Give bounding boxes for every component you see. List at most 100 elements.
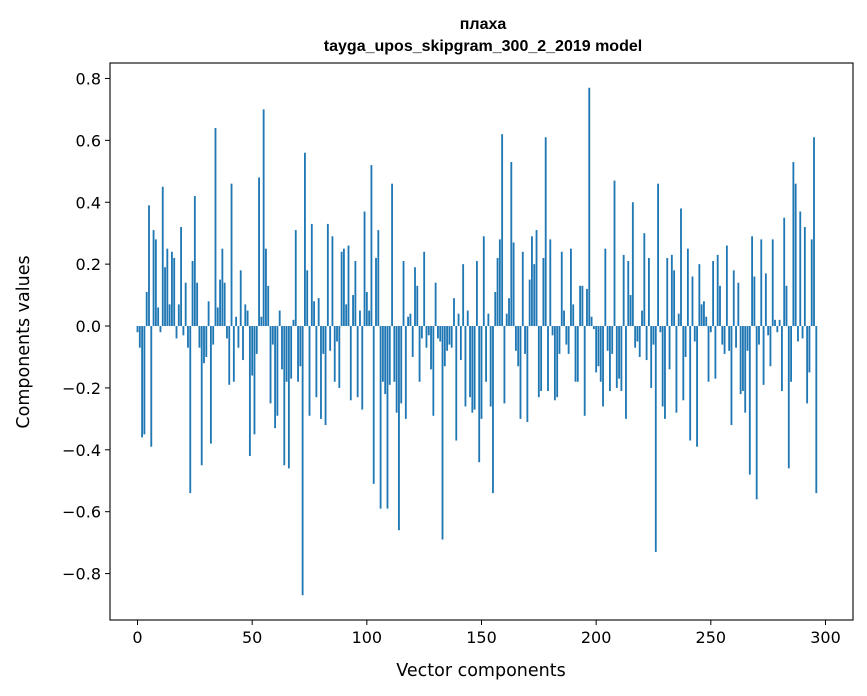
bar-6 (150, 326, 153, 447)
bar-220 (641, 310, 643, 327)
bar-198 (590, 316, 593, 327)
bar-278 (774, 319, 776, 327)
bar-228 (659, 326, 662, 333)
bar-200 (595, 326, 598, 373)
bar-294 (810, 239, 813, 327)
y-tick-label: 0.4 (76, 193, 101, 212)
bar-219 (638, 326, 641, 357)
bar-92 (347, 245, 350, 327)
bar-295 (813, 137, 815, 327)
bar-279 (776, 326, 779, 333)
bar-62 (278, 310, 281, 327)
bar-223 (647, 257, 650, 327)
y-axis-label: Components values (14, 255, 34, 428)
bar-14 (168, 304, 171, 327)
bar-21 (184, 282, 187, 327)
bar-217 (634, 326, 637, 348)
bar-30 (205, 326, 208, 357)
bar-145 (469, 326, 471, 398)
bar-215 (629, 295, 632, 327)
bar-281 (780, 326, 783, 392)
bar-213 (625, 326, 627, 419)
bar-234 (673, 270, 676, 327)
bar-137 (450, 326, 453, 348)
x-tick-label: 150 (466, 628, 497, 647)
bar-94 (352, 295, 354, 327)
x-tick-label: 200 (581, 628, 612, 647)
bar-260 (732, 270, 735, 327)
bar-9 (157, 307, 160, 327)
bar-11 (161, 186, 164, 327)
bar-287 (794, 183, 797, 327)
bar-236 (677, 313, 680, 327)
bar-63 (281, 326, 283, 370)
bar-148 (476, 261, 478, 327)
bar-0 (136, 326, 139, 333)
bar-211 (620, 326, 623, 392)
bar-173 (533, 264, 536, 327)
bar-36 (219, 279, 221, 327)
bar-241 (689, 326, 692, 441)
y-axis: −0.8 −0.6 −0.4 −0.2 0.0 0.2 0.4 0.6 0.8 (62, 69, 110, 584)
bar-34 (214, 127, 217, 327)
bar-43 (235, 316, 238, 327)
bar-45 (239, 270, 242, 327)
bar-214 (627, 261, 630, 327)
bar-71 (299, 326, 302, 367)
bar-189 (570, 248, 572, 327)
bar-154 (489, 326, 492, 407)
bar-2 (141, 326, 144, 438)
bar-240 (686, 248, 689, 327)
bar-99 (363, 211, 366, 327)
bar-18 (177, 304, 180, 327)
bar-170 (526, 326, 529, 422)
bar-156 (494, 291, 497, 327)
bar-185 (560, 251, 563, 327)
bar-69 (294, 230, 297, 327)
bar-15 (171, 251, 173, 327)
bar-96 (356, 326, 359, 398)
bar-275 (767, 326, 770, 336)
bar-13 (166, 248, 169, 327)
bar-283 (785, 285, 788, 327)
bar-202 (599, 326, 602, 382)
bar-233 (670, 254, 673, 327)
bar-90 (342, 248, 345, 327)
bar-296 (815, 326, 818, 494)
bar-95 (354, 261, 357, 327)
bar-82 (324, 326, 327, 426)
y-tick-label: −0.2 (62, 379, 101, 398)
bar-249 (707, 326, 710, 382)
bar-112 (393, 326, 396, 382)
bar-292 (806, 326, 809, 404)
bar-91 (345, 304, 348, 327)
bar-32 (209, 326, 212, 444)
bar-16 (173, 257, 176, 327)
bar-42 (232, 326, 235, 382)
bar-134 (443, 326, 446, 367)
bar-192 (576, 326, 579, 382)
bar-169 (524, 326, 526, 354)
bar-124 (420, 326, 423, 339)
bar-83 (326, 223, 329, 327)
bar-10 (159, 326, 162, 333)
bar-78 (315, 326, 318, 398)
bar-257 (725, 245, 728, 327)
bar-269 (753, 276, 756, 327)
bar-20 (182, 326, 185, 336)
x-axis-label: Vector components (396, 661, 565, 681)
bar-232 (668, 326, 671, 370)
bar-224 (650, 326, 653, 388)
bar-164 (512, 242, 515, 327)
bar-150 (480, 326, 483, 419)
bar-227 (657, 183, 659, 327)
bar-106 (379, 326, 382, 509)
bar-261 (735, 326, 737, 348)
bar-247 (703, 301, 705, 327)
bar-157 (496, 257, 499, 327)
bar-48 (246, 310, 249, 327)
bar-141 (459, 326, 462, 361)
bar-87 (336, 326, 338, 342)
bar-22 (187, 326, 189, 348)
bar-101 (368, 310, 371, 327)
